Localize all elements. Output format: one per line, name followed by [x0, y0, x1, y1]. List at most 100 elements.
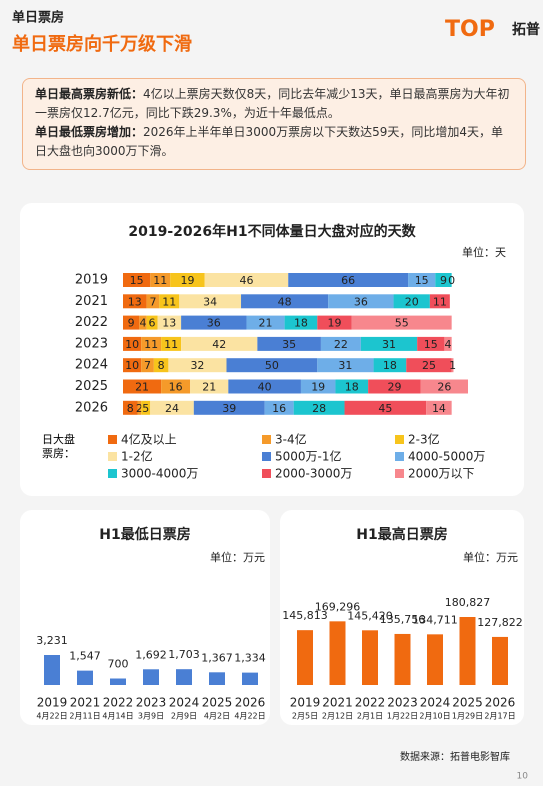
y-tick-label: 2025 — [75, 379, 108, 394]
data-label: 21 — [135, 381, 149, 394]
data-label: 19 — [311, 381, 325, 394]
data-label: 3,231 — [36, 634, 68, 647]
data-label: 34 — [203, 295, 217, 308]
page-title: 单日票房向千万级下滑 — [12, 33, 192, 55]
bar — [242, 672, 258, 685]
legend-title: 日大盘票房： — [42, 433, 75, 460]
data-label: 700 — [108, 658, 129, 671]
bar-segment — [300, 379, 336, 394]
chart-title: H1最低日票房 — [99, 526, 190, 543]
data-label: 127,822 — [477, 616, 523, 629]
data-label: 8 — [127, 402, 134, 415]
legend-swatch — [262, 435, 271, 444]
data-label: 29 — [387, 381, 401, 394]
x-tick-label: 2026 — [235, 696, 266, 710]
x-tick-label: 2026 — [485, 696, 516, 710]
data-label: 21 — [259, 317, 273, 330]
unit: 单位：万元 — [463, 550, 518, 564]
bar-segment — [406, 358, 452, 373]
legend-swatch — [108, 469, 117, 478]
bar-segment — [123, 294, 147, 309]
bar-segment — [161, 336, 182, 351]
date-label: 4月22日 — [36, 712, 67, 721]
data-label: 39 — [222, 402, 236, 415]
legend-swatch — [108, 452, 117, 461]
legend-swatch — [395, 435, 404, 444]
legend-label: 2-3亿 — [408, 432, 440, 447]
data-label: 11 — [153, 274, 167, 287]
data-label: 10 — [125, 338, 139, 351]
bar-segment — [150, 273, 171, 287]
legend-label: 4000-5000万 — [408, 450, 485, 464]
bar-segment — [150, 400, 194, 415]
bar — [394, 633, 411, 685]
date-label: 2月11日 — [69, 712, 100, 721]
bar-segment — [146, 294, 160, 309]
summary-label: 单日最低票房增加： — [35, 125, 144, 139]
bar-segment — [320, 336, 361, 351]
bar — [459, 617, 476, 685]
summary-text: 4亿以上票房天数仅8天，同比去年减少13天，单日最高票房为大年初一票房仅12.7… — [35, 87, 510, 120]
date-label: 2月17日 — [484, 712, 515, 721]
bar-segment — [141, 336, 162, 351]
bar-segment — [257, 336, 321, 351]
legend-label: 5000万-1亿 — [275, 449, 342, 464]
data-label: 4 — [139, 317, 146, 330]
bar — [362, 630, 378, 685]
x-tick-label: 2022 — [103, 696, 134, 710]
x-tick-label: 2024 — [169, 696, 200, 710]
data-label: 20 — [405, 295, 419, 308]
y-tick-label: 2023 — [75, 336, 108, 351]
bar-segment — [123, 315, 140, 330]
x-tick-label: 2021 — [322, 696, 353, 710]
legend-label: 4亿及以上 — [121, 432, 177, 447]
data-label: 180,827 — [445, 596, 491, 609]
data-label: 40 — [258, 381, 272, 394]
date-label: 4月14日 — [102, 712, 133, 721]
data-label: 11 — [144, 338, 158, 351]
bar-segment — [241, 294, 329, 309]
unit: 单位：天 — [462, 245, 506, 259]
date-label: 4月22日 — [234, 712, 265, 721]
chart-title: 2019-2026年H1不同体量日大盘对应的天数 — [128, 223, 416, 240]
bar-segment — [264, 400, 294, 415]
legend-swatch — [395, 469, 404, 478]
chart-title: H1最高日票房 — [356, 526, 447, 543]
data-label: 66 — [341, 274, 355, 287]
data-label: 6 — [149, 317, 156, 330]
data-label: 9 — [440, 274, 447, 287]
bar-segment — [161, 379, 191, 394]
bar — [297, 630, 313, 685]
bar-segment — [393, 294, 430, 309]
bar-segment — [226, 358, 318, 373]
logo-cn: 拓普 — [512, 21, 540, 38]
bar-segment — [179, 294, 242, 309]
date-label: 2月12日 — [322, 712, 353, 721]
summary-label: 单日最高票房新低： — [35, 87, 144, 101]
legend-swatch — [262, 469, 271, 478]
data-label: 26 — [437, 381, 451, 394]
y-tick-label: 2021 — [75, 294, 108, 309]
x-tick-label: 2025 — [202, 696, 233, 710]
bar — [176, 669, 192, 685]
data-label: 18 — [294, 317, 308, 330]
x-tick-label: 2023 — [136, 696, 167, 710]
data-label: 9 — [128, 317, 135, 330]
legend-label: 1-2亿 — [121, 449, 153, 464]
data-label: 35 — [282, 338, 296, 351]
data-label: 145,420 — [347, 609, 393, 622]
data-label: 11 — [164, 338, 178, 351]
bar-segment — [123, 273, 151, 287]
bar-segment — [360, 336, 418, 351]
bar-segment — [335, 379, 369, 394]
data-label: 50 — [265, 359, 279, 372]
x-tick-label: 2023 — [387, 696, 418, 710]
data-label: 16 — [169, 381, 183, 394]
x-tick-label: 2022 — [355, 696, 386, 710]
y-tick-label: 2026 — [75, 400, 108, 415]
unit: 单位：万元 — [210, 550, 265, 564]
data-label: 42 — [212, 338, 226, 351]
data-label: 15 — [424, 338, 438, 351]
data-label: 13 — [162, 317, 176, 330]
